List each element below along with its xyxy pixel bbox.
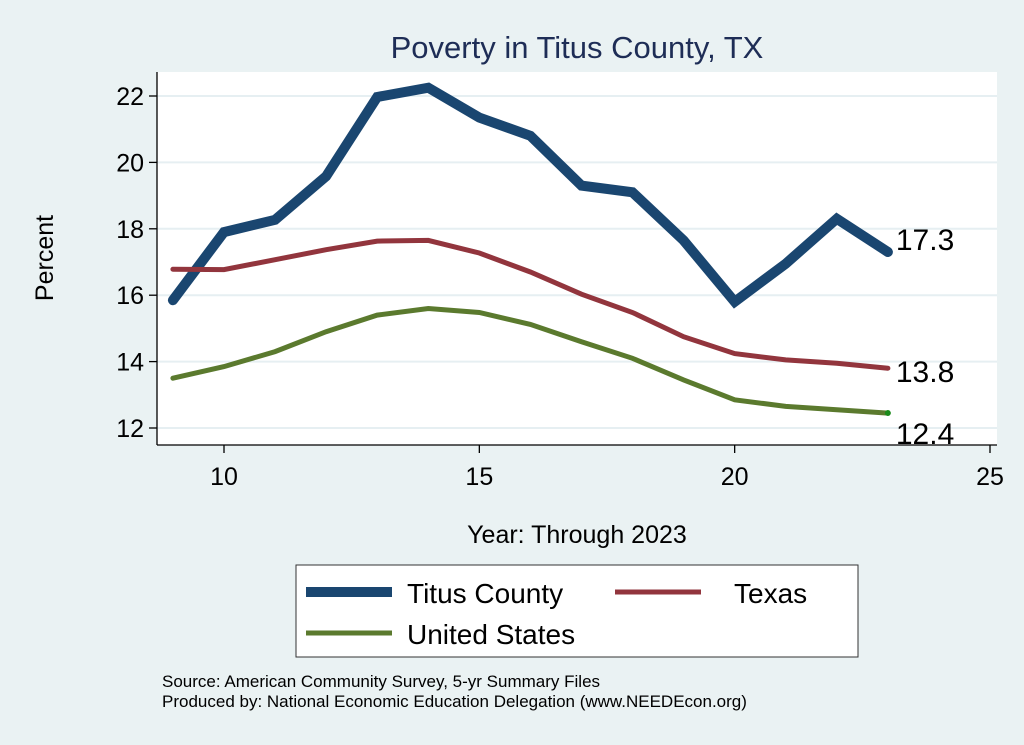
legend-label-titus-county: Titus County [407, 578, 563, 609]
gridlines [157, 95, 997, 429]
x-tick-label-10: 10 [210, 463, 238, 491]
y-tick-label-20: 20 [116, 149, 144, 177]
producer-note: Produced by: National Economic Education… [162, 692, 747, 711]
end-labels: 17.3 13.8 12.4 [896, 224, 954, 451]
x-tick-label-15: 15 [465, 463, 493, 491]
end-label-texas: 13.8 [896, 356, 954, 389]
x-axis-ticks: 10 15 20 25 [210, 445, 1004, 491]
y-tick-label-14: 14 [116, 349, 144, 377]
series-lines [167, 82, 893, 417]
end-dot-united-states [884, 410, 891, 417]
legend: Titus County Texas United States [295, 564, 859, 658]
end-label-united-states: 12.4 [896, 418, 954, 451]
end-label-titus-county: 17.3 [896, 224, 954, 257]
source-note: Source: American Community Survey, 5-yr … [162, 672, 601, 691]
x-axis-label: Year: Through 2023 [467, 521, 687, 549]
legend-label-united-states: United States [407, 619, 575, 650]
x-tick-label-25: 25 [976, 463, 1004, 491]
y-tick-label-12: 12 [116, 415, 144, 443]
y-tick-label-18: 18 [116, 216, 144, 244]
y-axis-label: Percent [31, 215, 59, 301]
legend-label-texas: Texas [734, 578, 807, 609]
x-tick-label-20: 20 [721, 463, 749, 491]
y-tick-label-16: 16 [116, 282, 144, 310]
y-axis-ticks: 12 14 16 18 20 22 [116, 83, 157, 443]
legend-box [295, 564, 859, 658]
plot-area [157, 72, 997, 445]
chart-title: Poverty in Titus County, TX [391, 30, 764, 65]
y-tick-label-22: 22 [116, 83, 144, 111]
